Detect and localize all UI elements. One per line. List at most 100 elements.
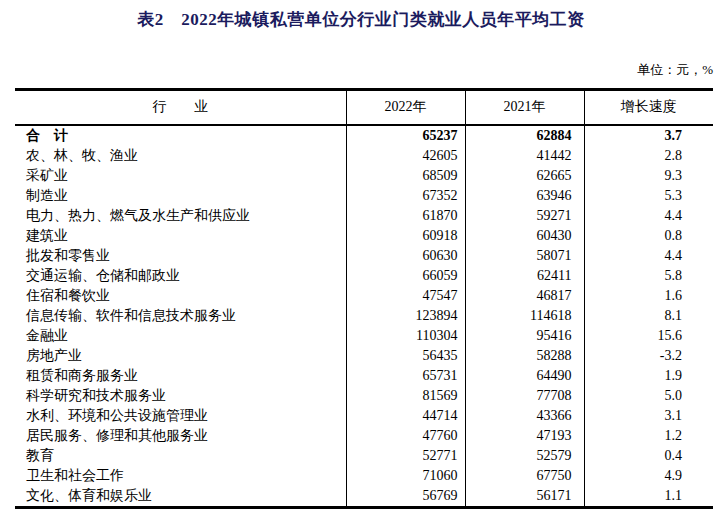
industry-name-cell: 居民服务、修理和其他服务业	[15, 426, 346, 446]
table-row: 租赁和商务服务业65731644901.9	[15, 366, 713, 386]
growth-rate-cell: 1.1	[584, 486, 713, 508]
growth-rate-cell: 1.6	[584, 286, 713, 306]
growth-rate-cell: 9.3	[584, 166, 713, 186]
table-row: 科学研究和技术服务业81569777085.0	[15, 386, 713, 406]
table-row: 信息传输、软件和信息技术服务业1238941146188.1	[15, 306, 713, 326]
industry-name-cell: 租赁和商务服务业	[15, 366, 346, 386]
value-2021-cell: 43366	[465, 406, 584, 426]
table-row: 教育52771525790.4	[15, 446, 713, 466]
page-root: { "page": { "title": "表2 2022年城镇私营单位分行业门…	[0, 0, 722, 519]
value-2021-cell: 63946	[465, 186, 584, 206]
value-2021-cell: 77708	[465, 386, 584, 406]
industry-name-cell: 文化、体育和娱乐业	[15, 486, 346, 508]
value-2021-cell: 95416	[465, 326, 584, 346]
table-row: 卫生和社会工作71060677504.9	[15, 466, 713, 486]
page-title: 表2 2022年城镇私营单位分行业门类就业人员年平均工资	[0, 8, 722, 31]
table-row: 采矿业68509626659.3	[15, 166, 713, 186]
table-row: 文化、体育和娱乐业56769561711.1	[15, 486, 713, 508]
industry-name-cell: 电力、热力、燃气及水生产和供应业	[15, 206, 346, 226]
industry-name-cell: 采矿业	[15, 166, 346, 186]
value-2021-cell: 47193	[465, 426, 584, 446]
value-2021-cell: 46817	[465, 286, 584, 306]
value-2022-cell: 123894	[346, 306, 465, 326]
value-2022-cell: 65237	[346, 125, 465, 146]
industry-name-cell: 住宿和餐饮业	[15, 286, 346, 306]
growth-rate-cell: 15.6	[584, 326, 713, 346]
value-2021-cell: 58288	[465, 346, 584, 366]
table-row: 水利、环境和公共设施管理业44714433663.1	[15, 406, 713, 426]
value-2022-cell: 60918	[346, 226, 465, 246]
industry-name-cell: 制造业	[15, 186, 346, 206]
value-2021-cell: 58071	[465, 246, 584, 266]
industry-name-cell: 教育	[15, 446, 346, 466]
growth-rate-cell: 0.8	[584, 226, 713, 246]
industry-name-cell: 信息传输、软件和信息技术服务业	[15, 306, 346, 326]
table-body: 合 计65237628843.7农、林、牧、渔业42605414422.8采矿业…	[15, 125, 713, 508]
growth-rate-cell: 3.7	[584, 125, 713, 146]
industry-name-cell: 批发和零售业	[15, 246, 346, 266]
header-industry: 行 业	[15, 90, 346, 125]
value-2022-cell: 47547	[346, 286, 465, 306]
value-2021-cell: 56171	[465, 486, 584, 508]
growth-rate-cell: 4.4	[584, 206, 713, 226]
industry-name-cell: 交通运输、仓储和邮政业	[15, 266, 346, 286]
growth-rate-cell: 4.9	[584, 466, 713, 486]
value-2022-cell: 61870	[346, 206, 465, 226]
value-2021-cell: 67750	[465, 466, 584, 486]
industry-name-cell: 房地产业	[15, 346, 346, 366]
value-2021-cell: 62884	[465, 125, 584, 146]
table-row: 房地产业5643558288-3.2	[15, 346, 713, 366]
table-row: 电力、热力、燃气及水生产和供应业61870592714.4	[15, 206, 713, 226]
industry-name-cell: 科学研究和技术服务业	[15, 386, 346, 406]
value-2022-cell: 71060	[346, 466, 465, 486]
growth-rate-cell: 5.3	[584, 186, 713, 206]
industry-name-cell: 卫生和社会工作	[15, 466, 346, 486]
growth-rate-cell: 4.4	[584, 246, 713, 266]
growth-rate-cell: 1.2	[584, 426, 713, 446]
wage-table: 行 业 2022年 2021年 增长速度 合 计65237628843.7农、林…	[15, 88, 713, 509]
growth-rate-cell: 5.0	[584, 386, 713, 406]
value-2022-cell: 60630	[346, 246, 465, 266]
value-2022-cell: 52771	[346, 446, 465, 466]
table-row: 住宿和餐饮业47547468171.6	[15, 286, 713, 306]
growth-rate-cell: -3.2	[584, 346, 713, 366]
table-row: 制造业67352639465.3	[15, 186, 713, 206]
growth-rate-cell: 2.8	[584, 146, 713, 166]
growth-rate-cell: 5.8	[584, 266, 713, 286]
table-row: 合 计65237628843.7	[15, 125, 713, 146]
header-2021: 2021年	[465, 90, 584, 125]
table-row: 建筑业60918604300.8	[15, 226, 713, 246]
header-2022: 2022年	[346, 90, 465, 125]
unit-note: 单位：元，%	[637, 61, 713, 79]
growth-rate-cell: 3.1	[584, 406, 713, 426]
industry-name-cell: 建筑业	[15, 226, 346, 246]
value-2021-cell: 114618	[465, 306, 584, 326]
industry-name-cell: 水利、环境和公共设施管理业	[15, 406, 346, 426]
value-2021-cell: 64490	[465, 366, 584, 386]
table-row: 交通运输、仓储和邮政业66059624115.8	[15, 266, 713, 286]
industry-name-cell: 金融业	[15, 326, 346, 346]
header-growth-rate: 增长速度	[584, 90, 713, 125]
growth-rate-cell: 0.4	[584, 446, 713, 466]
value-2022-cell: 56769	[346, 486, 465, 508]
value-2022-cell: 42605	[346, 146, 465, 166]
industry-name-cell: 农、林、牧、渔业	[15, 146, 346, 166]
value-2022-cell: 110304	[346, 326, 465, 346]
table-row: 农、林、牧、渔业42605414422.8	[15, 146, 713, 166]
growth-rate-cell: 8.1	[584, 306, 713, 326]
industry-name-cell: 合 计	[15, 125, 346, 146]
table-row: 金融业1103049541615.6	[15, 326, 713, 346]
value-2022-cell: 66059	[346, 266, 465, 286]
value-2022-cell: 44714	[346, 406, 465, 426]
value-2021-cell: 62665	[465, 166, 584, 186]
value-2022-cell: 65731	[346, 366, 465, 386]
value-2022-cell: 47760	[346, 426, 465, 446]
value-2022-cell: 56435	[346, 346, 465, 366]
table-row: 居民服务、修理和其他服务业47760471931.2	[15, 426, 713, 446]
value-2022-cell: 67352	[346, 186, 465, 206]
value-2021-cell: 59271	[465, 206, 584, 226]
growth-rate-cell: 1.9	[584, 366, 713, 386]
value-2021-cell: 62411	[465, 266, 584, 286]
value-2021-cell: 60430	[465, 226, 584, 246]
value-2021-cell: 41442	[465, 146, 584, 166]
